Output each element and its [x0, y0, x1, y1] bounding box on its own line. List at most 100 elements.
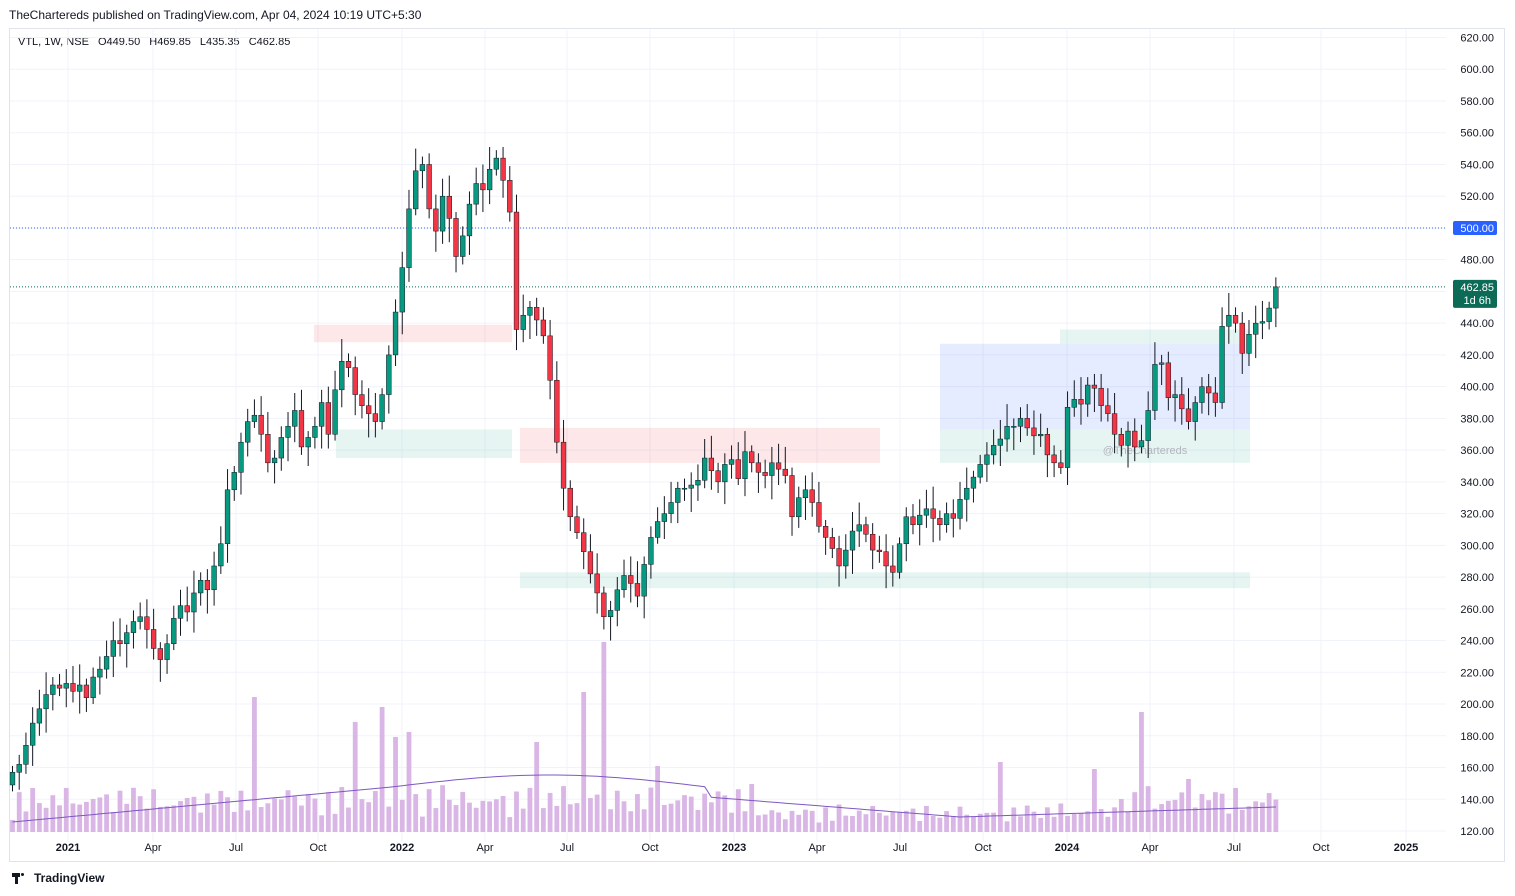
volume-bar — [883, 815, 889, 832]
volume-bar — [204, 793, 210, 832]
y-tick-label: 300.00 — [1460, 540, 1494, 552]
legend-symbol[interactable]: VTL, 1W, NSE — [18, 36, 89, 48]
candle-body — [648, 537, 654, 565]
volume-bar — [836, 804, 842, 832]
candle-body — [204, 580, 211, 591]
x-tick-label: 2025 — [1394, 842, 1418, 854]
volume-bar — [171, 805, 177, 832]
candle-body — [574, 516, 580, 533]
candle-body — [843, 549, 849, 567]
candle-body — [439, 195, 446, 232]
candle-body — [130, 621, 137, 633]
candle-body — [527, 307, 533, 316]
candle-body — [957, 499, 963, 519]
candle-body — [809, 489, 815, 503]
volume-bar — [917, 821, 923, 832]
candle-body — [890, 565, 896, 573]
volume-bar — [1071, 814, 1077, 832]
y-tick-label: 180.00 — [1460, 731, 1494, 743]
volume-bar — [796, 814, 802, 832]
candle-body — [318, 402, 325, 427]
candle-body — [654, 521, 661, 538]
x-tick-label: Oct — [309, 842, 326, 854]
chart-frame[interactable] — [9, 28, 1505, 862]
last-price-label: 462.85 — [1460, 282, 1494, 294]
candle-body — [218, 543, 224, 567]
volume-bar — [668, 803, 674, 832]
volume-bar — [426, 789, 432, 832]
tradingview-footer[interactable]: TradingView — [12, 871, 104, 885]
volume-bar — [406, 732, 412, 832]
volume-bar — [789, 810, 795, 832]
candle-body — [1111, 413, 1118, 435]
volume-bar — [1085, 811, 1091, 832]
volume-bar — [218, 790, 224, 832]
candle-body — [446, 195, 452, 219]
candle-body — [433, 208, 439, 232]
candle-body — [1118, 434, 1124, 446]
volume-bar — [567, 804, 573, 832]
candle-body — [554, 380, 560, 443]
volume-bar — [272, 798, 277, 832]
candle-body — [540, 319, 547, 337]
candle-body — [386, 354, 392, 395]
candle-body — [97, 668, 103, 678]
volume-bar — [594, 794, 600, 832]
y-tick-label: 540.00 — [1460, 159, 1494, 171]
y-tick-label: 160.00 — [1460, 763, 1494, 775]
volume-bar — [1179, 792, 1185, 832]
candle-body — [345, 360, 352, 368]
candle-body — [769, 462, 775, 476]
candle-body — [251, 414, 258, 422]
zone-green — [520, 572, 1250, 589]
level-500-label: 500.00 — [1460, 223, 1494, 235]
volume-bar — [57, 805, 62, 832]
candle-body — [224, 489, 231, 545]
volume-bar — [614, 790, 620, 832]
candle-body — [1125, 430, 1131, 446]
candle-body — [1232, 314, 1239, 324]
candle-body — [977, 464, 983, 478]
volume-bar — [1172, 799, 1178, 832]
volume-bar — [1051, 816, 1057, 832]
candle-body — [1239, 322, 1245, 354]
y-tick-label: 580.00 — [1460, 96, 1494, 108]
volume-bar — [944, 811, 949, 832]
candle-body — [917, 514, 923, 525]
y-tick-label: 620.00 — [1460, 33, 1494, 45]
volume-bar — [722, 795, 728, 832]
volume-bar — [312, 798, 318, 832]
candle-body — [1085, 384, 1091, 405]
volume-bar — [1011, 807, 1017, 832]
candle-body — [816, 502, 822, 527]
x-tick-label: Oct — [1312, 842, 1329, 854]
candle-body — [177, 605, 184, 619]
candle-body — [1031, 427, 1037, 437]
volume-bar — [655, 766, 661, 832]
candle-body — [560, 441, 567, 489]
volume-bar — [1186, 779, 1191, 832]
volume-bar — [70, 803, 76, 832]
volume-bar — [682, 795, 687, 832]
candle-body — [675, 487, 681, 503]
last-price-badge — [1453, 279, 1497, 308]
volume-bar — [762, 814, 768, 832]
candle-body — [352, 367, 358, 395]
x-tick-label: Apr — [1141, 842, 1158, 854]
candle-body — [702, 457, 708, 481]
volume-bar — [1004, 821, 1010, 832]
candle-body — [903, 516, 909, 545]
candle-body — [426, 164, 432, 210]
y-tick-label: 260.00 — [1460, 604, 1494, 616]
volume-bar — [702, 793, 708, 832]
volume-bar — [178, 801, 183, 832]
zone-red — [314, 324, 512, 343]
candle-body — [372, 413, 379, 422]
candle-body — [628, 575, 634, 584]
volume-bar — [991, 812, 997, 832]
candle-body — [984, 454, 990, 465]
volume-bar — [930, 815, 936, 832]
candle-body — [50, 684, 56, 695]
volume-bar — [1132, 792, 1138, 832]
